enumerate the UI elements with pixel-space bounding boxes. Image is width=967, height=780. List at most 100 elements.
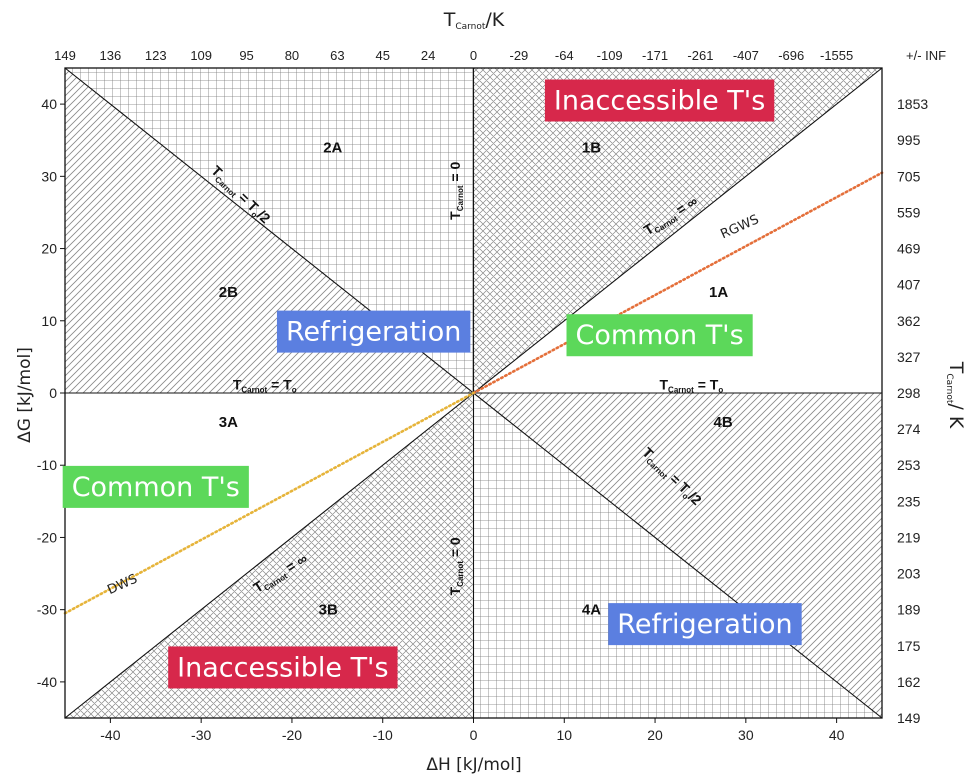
boundary-label-sub: Carnot (668, 385, 694, 394)
region-label-3b: 3B (319, 602, 338, 619)
boundary-label-text: TCarnot = 0 (447, 537, 465, 595)
x-tick-label: 10 (556, 727, 572, 743)
x-axis-title: ΔH [kJ/mol] (426, 755, 521, 775)
annotation-badge-text: Refrigeration (617, 609, 792, 640)
top-tick-label: -171 (642, 48, 668, 63)
top-tick-label: -29 (509, 48, 528, 63)
right-axis-title: TCarnot/ K (944, 361, 967, 429)
top-tick-label: +/- INF (906, 48, 946, 63)
top-axis-title-unit: /K (485, 9, 504, 31)
boundary-label-rest: = 0 (447, 162, 463, 186)
y-axis-title: ΔG [kJ/mol] (15, 347, 35, 443)
annotation-badge-bg (544, 79, 775, 122)
annotation-badge: Common T's (566, 314, 753, 357)
x-tick-label: 40 (829, 727, 845, 743)
top-tick-label: 123 (145, 48, 167, 63)
x-tick-label: 20 (647, 727, 663, 743)
boundary-label-main: T (233, 376, 242, 392)
x-tick-label: -20 (282, 727, 302, 743)
y-tick-label: 20 (41, 241, 57, 257)
axis-ticks: -40 -30 -20 -10 0 10 20 30 40-40-30-20-100102030… (37, 48, 946, 743)
annotation-badge: Common T's (62, 465, 249, 508)
boundary-label-sub2: o (292, 385, 297, 394)
annotation-badge-bg (276, 310, 471, 353)
boundary-label: TCarnot = 0 (447, 162, 465, 220)
right-tick-label: 1853 (897, 96, 928, 112)
region-labels: 1A 1B 2A 2B 3A 3B 4A 4B (219, 139, 733, 618)
x-tick-label: 30 (738, 727, 754, 743)
right-axis-title-main: T (945, 361, 967, 374)
boundary-label-main: T (447, 586, 463, 595)
boundary-label-sub: Carnot (456, 561, 465, 587)
region-label-1a: 1A (709, 284, 728, 301)
annotation-badge-bg (62, 465, 249, 508)
top-tick-label: 63 (330, 48, 344, 63)
annotation-badge: Refrigeration (608, 603, 802, 646)
svg-text:TCarnot/K: TCarnot/K (443, 9, 505, 32)
annotation-badge-text: Refrigeration (286, 317, 461, 348)
y-tick-label: 30 (41, 168, 57, 184)
top-tick-label: 149 (54, 48, 76, 63)
right-tick-label: 274 (897, 421, 921, 437)
top-tick-label: -1555 (820, 48, 853, 63)
right-tick-label: 189 (897, 602, 921, 618)
region-label-3a: 3A (219, 414, 238, 431)
boundary-label-sub2: o (718, 385, 723, 394)
annotation-badge: Inaccessible T's (544, 79, 775, 122)
annotation-badges: Inaccessible T's Refrigeration Common T's C… (62, 79, 802, 689)
fit-line-dws (63, 391, 475, 615)
right-tick-label: 362 (897, 313, 921, 329)
top-tick-label: 45 (375, 48, 389, 63)
right-tick-label: 235 (897, 493, 921, 509)
top-tick-label: 136 (100, 48, 122, 63)
x-tick-label: -30 (191, 727, 211, 743)
top-tick-label: -261 (687, 48, 713, 63)
annotation-badge-text: Common T's (576, 320, 744, 351)
boundary-label: TCarnot = To (233, 376, 297, 394)
fit-lines (63, 171, 884, 615)
y-tick-label: -20 (37, 529, 57, 545)
boundary-label-sub: Carnot (456, 185, 465, 211)
top-tick-label: 24 (421, 48, 435, 63)
boundary-label: TCarnot = To (659, 376, 723, 394)
boundary-label-rest: = 0 (447, 537, 463, 561)
region-label-2a: 2A (323, 139, 342, 156)
right-tick-label: 407 (897, 277, 921, 293)
boundary-label-sub: Carnot (241, 385, 267, 394)
annotation-badge-bg (566, 314, 753, 357)
annotation-badge-text: Common T's (72, 472, 240, 503)
y-tick-label: 10 (41, 313, 57, 329)
top-tick-label: 109 (190, 48, 212, 63)
x-tick-label: 0 (470, 727, 478, 743)
region-label-1b: 1B (582, 139, 601, 156)
top-tick-label: 80 (285, 48, 299, 63)
boundary-label-main: T (447, 211, 463, 220)
right-tick-label: 253 (897, 457, 921, 473)
y-tick-label: 40 (41, 96, 57, 112)
annotation-badge: Refrigeration (276, 310, 471, 353)
top-axis-title-sub: Carnot (455, 22, 486, 32)
y-tick-label: 0 (49, 385, 57, 401)
top-tick-label: -407 (733, 48, 759, 63)
boundary-label-rest: = T (267, 376, 292, 392)
right-tick-label: 559 (897, 204, 921, 220)
annotation-badge-text: Inaccessible T's (554, 86, 765, 117)
y-tick-label: -40 (37, 674, 57, 690)
x-tick-label: -40 (100, 727, 120, 743)
right-tick-label: 149 (897, 710, 921, 726)
right-tick-label: 705 (897, 168, 921, 184)
y-tick-label: -30 (37, 602, 57, 618)
top-tick-label: -696 (778, 48, 804, 63)
fit-line-rgws (472, 171, 884, 395)
right-tick-label: 203 (897, 566, 921, 582)
region-label-4a: 4A (582, 602, 601, 619)
region-label-4b: 4B (714, 414, 733, 431)
right-tick-label: 469 (897, 241, 921, 257)
top-axis-title: TCarnot/K (443, 9, 505, 32)
boundary-label: TCarnot = 0 (447, 537, 465, 595)
right-tick-label: 162 (897, 674, 921, 690)
boundary-label-sub2: o (680, 491, 690, 501)
top-tick-label: 95 (239, 48, 253, 63)
svg-text:TCarnot/ K: TCarnot/ K (944, 361, 967, 429)
